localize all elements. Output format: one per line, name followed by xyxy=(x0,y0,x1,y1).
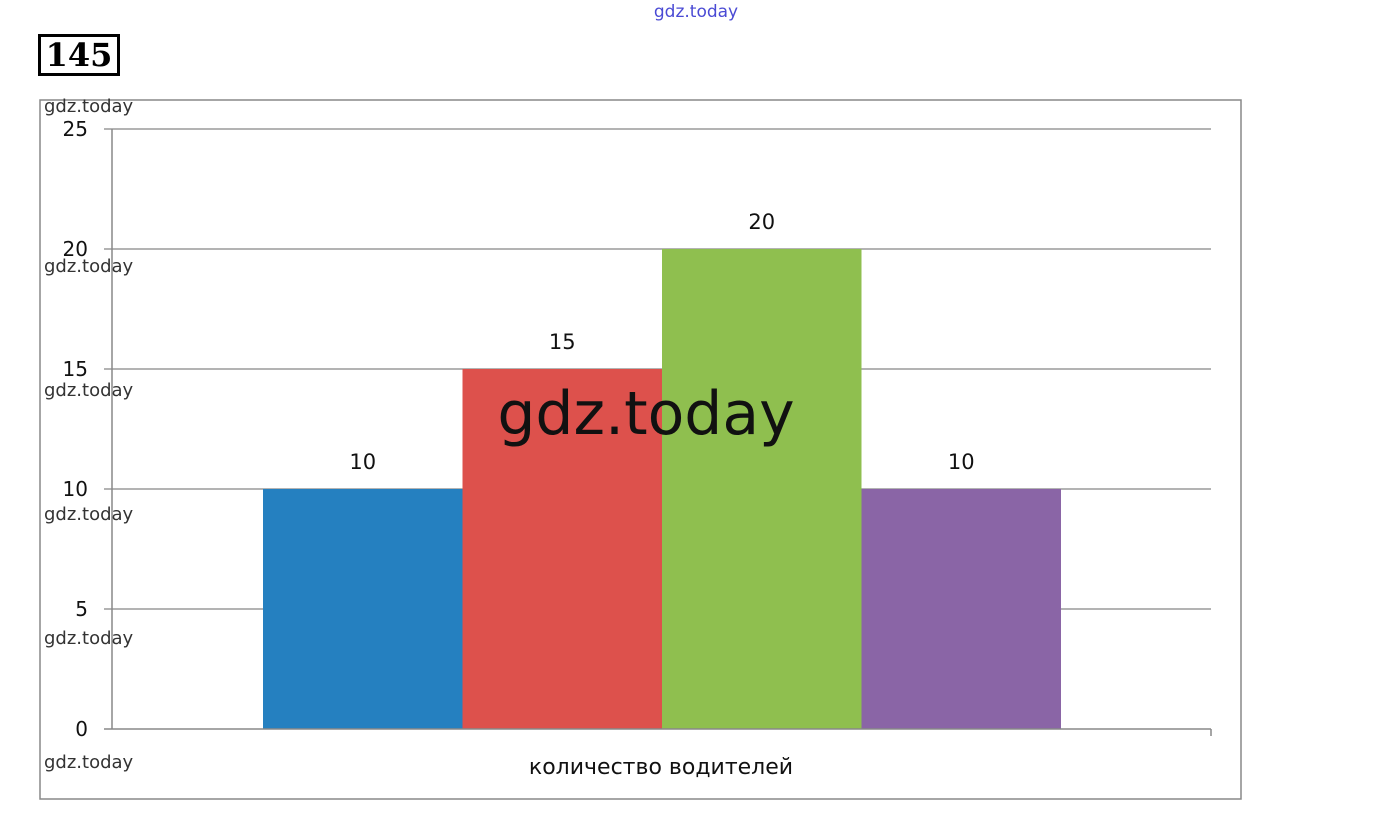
axes xyxy=(104,129,1212,736)
x-axis-label: количество водителей xyxy=(529,755,793,780)
y-tick-label: 10 xyxy=(63,477,88,501)
bar xyxy=(263,489,463,729)
data-label: 20 xyxy=(748,210,775,234)
data-label: 15 xyxy=(549,330,576,354)
y-tick-label: 15 xyxy=(63,357,88,381)
top-watermark[interactable]: gdz.today xyxy=(653,2,739,22)
y-tick-label: 20 xyxy=(63,237,88,261)
chart-frame xyxy=(39,99,1242,800)
bar xyxy=(462,369,662,729)
data-label: 10 xyxy=(349,450,376,474)
bars xyxy=(263,249,1061,729)
y-tick-label: 0 xyxy=(75,717,88,741)
data-label: 10 xyxy=(948,450,975,474)
axis-watermark: gdz.today xyxy=(44,96,134,117)
axis-watermark: gdz.today xyxy=(44,504,134,525)
axis-watermark: gdz.today xyxy=(44,752,134,773)
problem-number: 145 xyxy=(38,34,120,76)
y-tick-label: 5 xyxy=(75,597,88,621)
bar xyxy=(662,249,862,729)
axis-watermark: gdz.today xyxy=(44,256,134,277)
axis-watermark: gdz.today xyxy=(44,380,134,401)
bar xyxy=(861,489,1061,729)
center-watermark: gdz.today xyxy=(497,379,794,449)
axis-watermark: gdz.today xyxy=(44,628,134,649)
y-tick-labels: 0 5 10 15 20 25 xyxy=(63,117,88,741)
y-tick-label: 25 xyxy=(63,117,88,141)
axis-watermarks: gdz.today gdz.today gdz.today gdz.today gdz.… xyxy=(44,96,134,773)
data-labels: 10 15 20 10 xyxy=(349,210,974,474)
